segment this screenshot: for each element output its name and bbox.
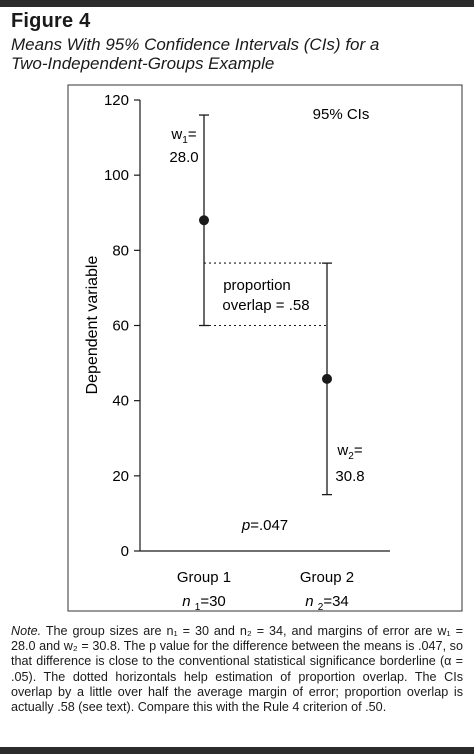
y-axis-label: Dependent variable	[84, 256, 101, 395]
figure-title-line-1: Means With 95% Confidence Intervals (CIs…	[11, 35, 380, 54]
moe-label: w1=	[170, 126, 196, 146]
group-1: w1= 28.0 Group 1 n 1=30	[169, 114, 231, 613]
moe-value: 28.0	[169, 149, 198, 166]
legend-text: 95% CIs	[313, 106, 370, 123]
top-rule	[0, 0, 474, 7]
figure-title-line-2: Two-Independent-Groups Example	[11, 54, 275, 73]
y-tick-label: 40	[112, 393, 129, 410]
group-2: w2= 30.8 Group 2 n 2=34	[300, 262, 365, 613]
overlap-label-line-1: proportion	[223, 277, 291, 294]
note-text: The group sizes are n₁ = 30 and n₂ = 34,…	[11, 624, 463, 715]
group-n: n 1=30	[182, 593, 226, 613]
overlap-label-line-2: overlap = .58	[222, 297, 309, 314]
bottom-rule	[0, 747, 474, 754]
moe-value: 30.8	[335, 468, 364, 485]
figure-title: Means With 95% Confidence Intervals (CIs…	[11, 35, 466, 73]
figure-label: Figure 4	[11, 10, 91, 32]
mean-point	[322, 373, 332, 384]
p-value: =.047	[250, 517, 288, 534]
mean-point	[199, 215, 209, 226]
ci-chart: 0 20 40 60 80 100 120 Dependent variable 95% C…	[67, 84, 463, 613]
y-tick-label: 60	[112, 318, 129, 335]
p-symbol: p	[241, 517, 250, 534]
note-label: Note.	[11, 624, 42, 638]
y-tick-label: 0	[121, 543, 129, 560]
group-name: Group 2	[300, 569, 354, 586]
group-n: n 2=34	[305, 593, 349, 613]
p-value-label: p=.047	[241, 517, 288, 534]
group-name: Group 1	[177, 569, 231, 586]
moe-label: w2=	[336, 442, 362, 462]
y-tick-label: 20	[112, 468, 129, 485]
y-tick-label: 100	[104, 167, 129, 184]
plot-frame	[67, 84, 463, 612]
y-tick-label: 80	[112, 242, 129, 259]
figure-note: Note. The group sizes are n₁ = 30 and n₂…	[11, 624, 463, 715]
y-tick-label: 120	[104, 92, 129, 109]
